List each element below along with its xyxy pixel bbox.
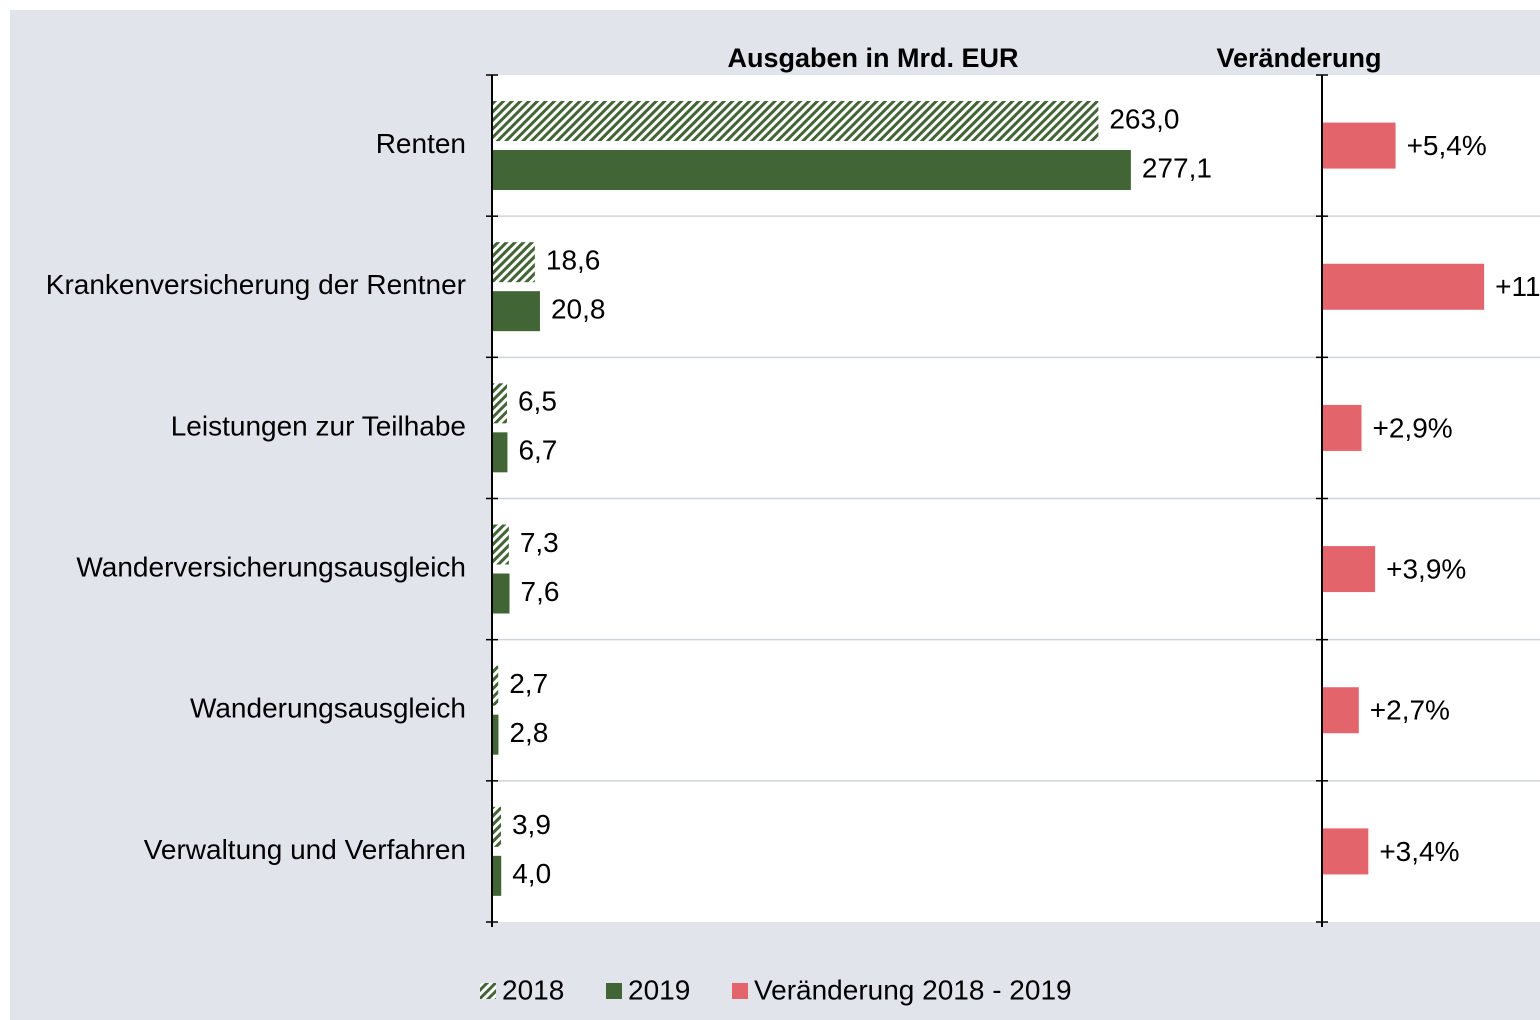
bar [492,291,540,332]
category-label: Krankenversicherung der Rentner [46,269,466,300]
bar [492,150,1131,190]
bar [492,714,499,755]
panel-title: Veränderung [1216,43,1381,73]
bar [492,806,501,847]
bar [492,573,510,614]
bar [1322,263,1485,310]
bar [1322,687,1359,734]
bar [492,101,1099,141]
data-label: 3,9 [512,809,551,840]
legend-swatch [480,983,496,999]
bar [1322,404,1362,451]
data-label: 18,6 [546,245,601,276]
data-label: 6,7 [518,435,557,466]
data-label: 6,5 [518,386,557,417]
category-label: Verwaltung und Verfahren [144,834,466,865]
bar [492,524,509,565]
bar [492,383,507,424]
data-label: +5,4% [1407,130,1487,161]
data-label: 7,6 [521,576,560,607]
legend-swatch [732,983,748,999]
data-label: 4,0 [512,858,551,889]
data-label: +3,4% [1379,836,1459,867]
panel-title: Ausgaben in Mrd. EUR [727,43,1018,73]
category-label: Wanderversicherungsausgleich [76,551,466,582]
bar [1322,828,1369,875]
data-label: 277,1 [1142,152,1212,183]
data-label: 20,8 [551,294,606,325]
data-label: +3,9% [1386,553,1466,584]
category-label: Renten [376,128,466,159]
legend-label: 2019 [628,974,690,1005]
data-label: 7,3 [520,527,559,558]
data-label: +2,7% [1370,695,1450,726]
bar [1322,546,1376,593]
bar [492,432,508,473]
legend-label: Veränderung 2018 - 2019 [754,974,1072,1005]
legend-label: 2018 [502,974,564,1005]
data-label: 2,8 [509,717,548,748]
legend-swatch [606,983,622,999]
data-label: +11,9% [1495,271,1540,302]
data-label: +2,9% [1373,412,1453,443]
bar [492,242,535,283]
bar [492,665,499,706]
bar [492,855,502,896]
category-label: Leistungen zur Teilhabe [171,410,466,441]
bar [1322,122,1396,169]
category-label: Wanderungsausgleich [190,693,466,724]
data-label: 263,0 [1109,103,1179,134]
data-label: 2,7 [509,668,548,699]
